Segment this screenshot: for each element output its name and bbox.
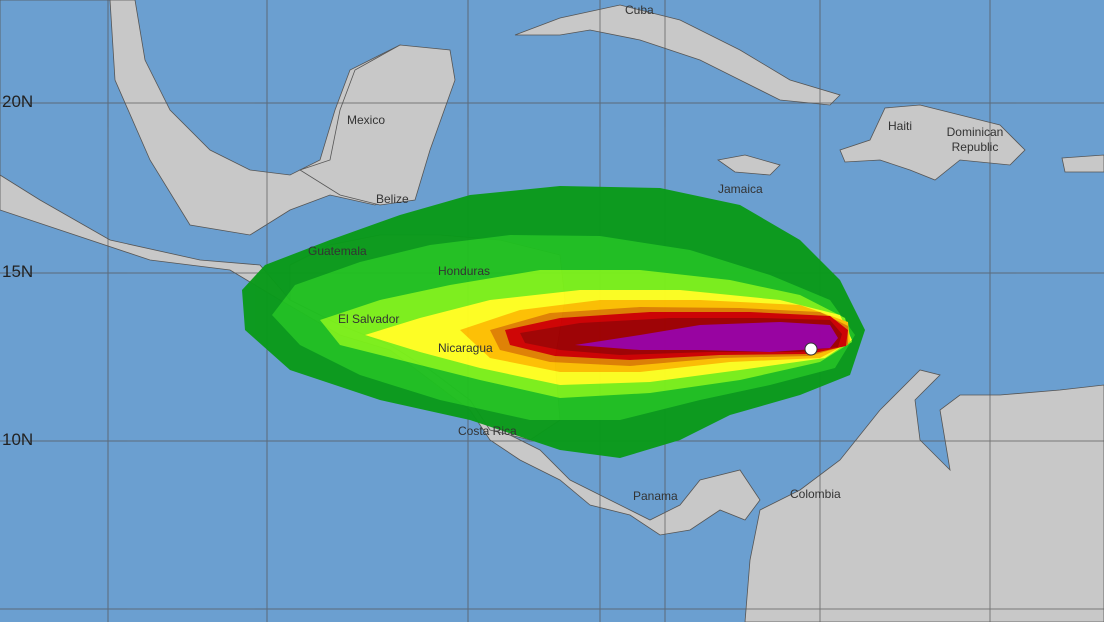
band-9 <box>575 322 838 352</box>
country-label-mexico: Mexico <box>347 113 386 127</box>
country-label-el-salvador: El Salvador <box>338 312 400 326</box>
latitude-label-15n: 15N <box>2 262 34 281</box>
land-jamaica <box>716 154 781 176</box>
country-label-honduras: Honduras <box>438 264 491 278</box>
land-yucatan <box>299 44 456 206</box>
country-label-haiti: Haiti <box>888 119 913 133</box>
land-south-america <box>744 369 1104 622</box>
country-label-colombia: Colombia <box>790 487 841 501</box>
latitude-label-10n: 10N <box>2 430 34 449</box>
country-label-nicaragua: Nicaragua <box>438 341 493 355</box>
land-puerto-rico <box>1061 154 1104 173</box>
country-label-belize: Belize <box>376 192 409 206</box>
country-label-jamaica: Jamaica <box>718 182 763 196</box>
latitude-label-20n: 20N <box>2 92 34 111</box>
storm-position-marker <box>804 342 818 356</box>
land-cuba <box>514 4 841 106</box>
country-label-guatemala: Guatemala <box>308 244 367 258</box>
land-hispaniola <box>839 104 1026 181</box>
rainfall-swath <box>242 186 865 458</box>
country-label-dominican-republic: Dominican Republic <box>946 125 1004 154</box>
country-label-panama: Panama <box>633 489 678 503</box>
country-label-cuba: Cuba <box>625 3 654 17</box>
country-label-costa-rica: Costa Rica <box>458 424 517 438</box>
